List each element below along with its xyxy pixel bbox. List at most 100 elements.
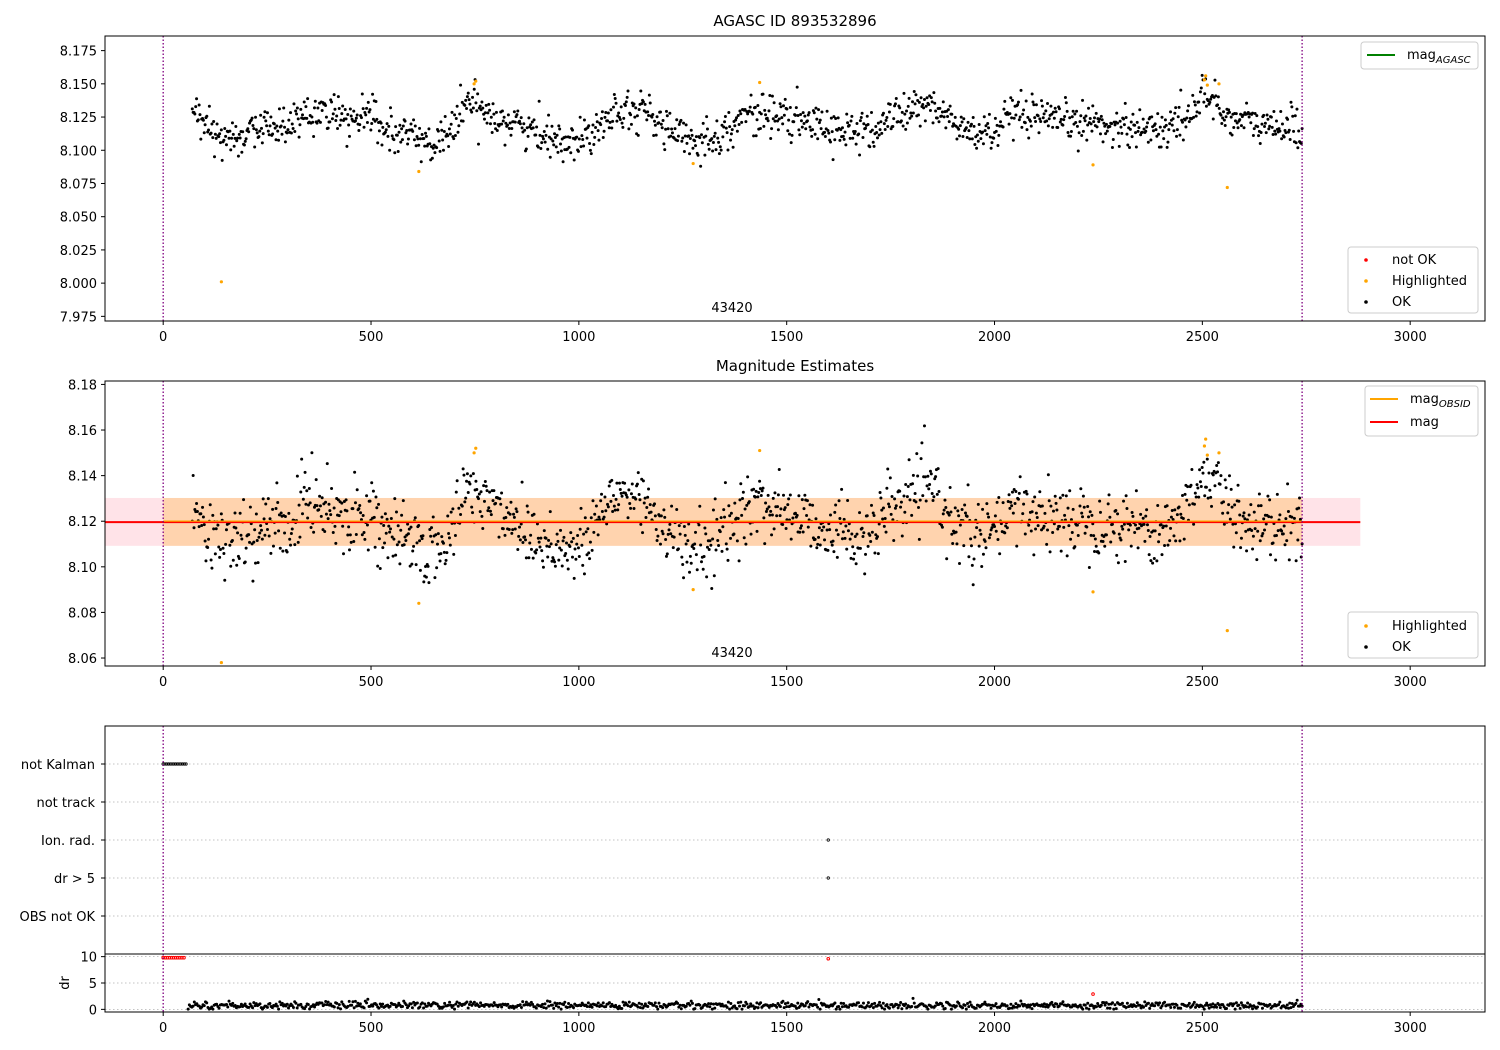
point-ok — [722, 508, 726, 512]
point-ok — [736, 517, 740, 521]
point-ok — [554, 543, 558, 547]
point-ok — [1169, 1005, 1173, 1009]
point-ok — [564, 135, 568, 139]
point-ok — [693, 139, 697, 143]
point-ok — [349, 114, 353, 118]
point-ok — [896, 1006, 900, 1010]
point-ok — [347, 123, 351, 127]
point-ok — [755, 529, 759, 533]
point-ok — [1034, 103, 1038, 107]
point-ok — [1135, 120, 1139, 124]
point-ok — [912, 89, 916, 93]
point-not_ok — [826, 956, 831, 961]
point-ok — [916, 506, 920, 510]
point-ok — [359, 518, 363, 522]
point-ok — [318, 504, 322, 508]
point-ok — [1242, 511, 1246, 515]
point-ok — [423, 1002, 427, 1006]
point-ok — [1282, 135, 1286, 139]
point-ok — [1084, 114, 1088, 118]
point-ok — [1125, 506, 1129, 510]
point-not_ok — [182, 955, 186, 960]
point-ok — [703, 153, 707, 157]
point-ok — [653, 1001, 657, 1005]
point-ok — [604, 1005, 608, 1009]
point-ok — [816, 137, 820, 141]
point-ok — [913, 491, 917, 495]
point-ok — [201, 505, 205, 509]
point-ok — [1277, 1003, 1281, 1007]
point-ok — [609, 108, 613, 112]
point-ok — [740, 120, 744, 124]
point-ok — [381, 1002, 385, 1006]
point-ok — [477, 142, 481, 146]
point-ok — [716, 539, 720, 543]
point-ok — [1037, 131, 1041, 135]
point-ok — [1129, 544, 1133, 548]
point-ok — [846, 499, 850, 503]
point-ok — [665, 552, 669, 556]
point-ok — [689, 999, 693, 1003]
point-ok — [397, 130, 401, 134]
point-ok — [317, 508, 321, 512]
point-ok — [1227, 474, 1231, 478]
point-ok — [395, 543, 399, 547]
point-ok — [839, 128, 843, 132]
point-ok — [224, 134, 228, 138]
point-ok — [834, 116, 838, 120]
point-ok — [846, 529, 850, 533]
point-ok — [560, 564, 564, 568]
point-ok — [763, 542, 767, 546]
point-ok — [1070, 115, 1074, 119]
point-ok — [469, 474, 473, 478]
point-ok — [954, 1004, 958, 1008]
point-ok — [703, 526, 707, 530]
point-ok — [1218, 482, 1222, 486]
point-ok — [802, 507, 806, 511]
point-ok — [591, 123, 595, 127]
point-ok — [346, 533, 350, 537]
point-ok — [747, 500, 751, 504]
point-ok — [1300, 1004, 1304, 1008]
point-ok — [1175, 1003, 1179, 1007]
point-ok — [544, 133, 548, 137]
point-ok — [489, 115, 493, 119]
point-ok — [552, 1006, 556, 1010]
point-ok — [1078, 120, 1082, 124]
point-ok — [1287, 558, 1291, 562]
point-ok — [872, 144, 876, 148]
point-ok — [353, 119, 357, 123]
point-ok — [1031, 500, 1035, 504]
point-ok — [275, 1004, 279, 1008]
point-ok — [709, 543, 713, 547]
point-ok — [1283, 543, 1287, 547]
point-ok — [653, 123, 657, 127]
point-ok — [592, 143, 596, 147]
point-ok — [265, 124, 269, 128]
point-ok — [694, 144, 698, 148]
point-ok — [1021, 112, 1025, 116]
point-ok — [558, 127, 562, 131]
point-ok — [365, 494, 369, 498]
point-ok — [1289, 1006, 1293, 1010]
point-ok — [1034, 511, 1038, 515]
flag-point — [168, 762, 172, 766]
point-ok — [868, 533, 872, 537]
point-ok — [679, 1007, 683, 1011]
point-ok — [861, 135, 865, 139]
point-ok — [562, 1003, 566, 1007]
point-ok — [1208, 488, 1212, 492]
point-ok — [1285, 1003, 1289, 1007]
point-ok — [569, 151, 573, 155]
point-ok — [681, 563, 685, 567]
point-ok — [465, 1000, 469, 1004]
point-ok — [689, 128, 693, 132]
point-ok — [526, 510, 530, 514]
point-ok — [1011, 511, 1015, 515]
point-ok — [1051, 110, 1055, 114]
point-ok — [527, 556, 531, 560]
point-ok — [523, 535, 527, 539]
point-ok — [1014, 113, 1018, 117]
point-ok — [1300, 542, 1304, 546]
point-ok — [803, 493, 807, 497]
